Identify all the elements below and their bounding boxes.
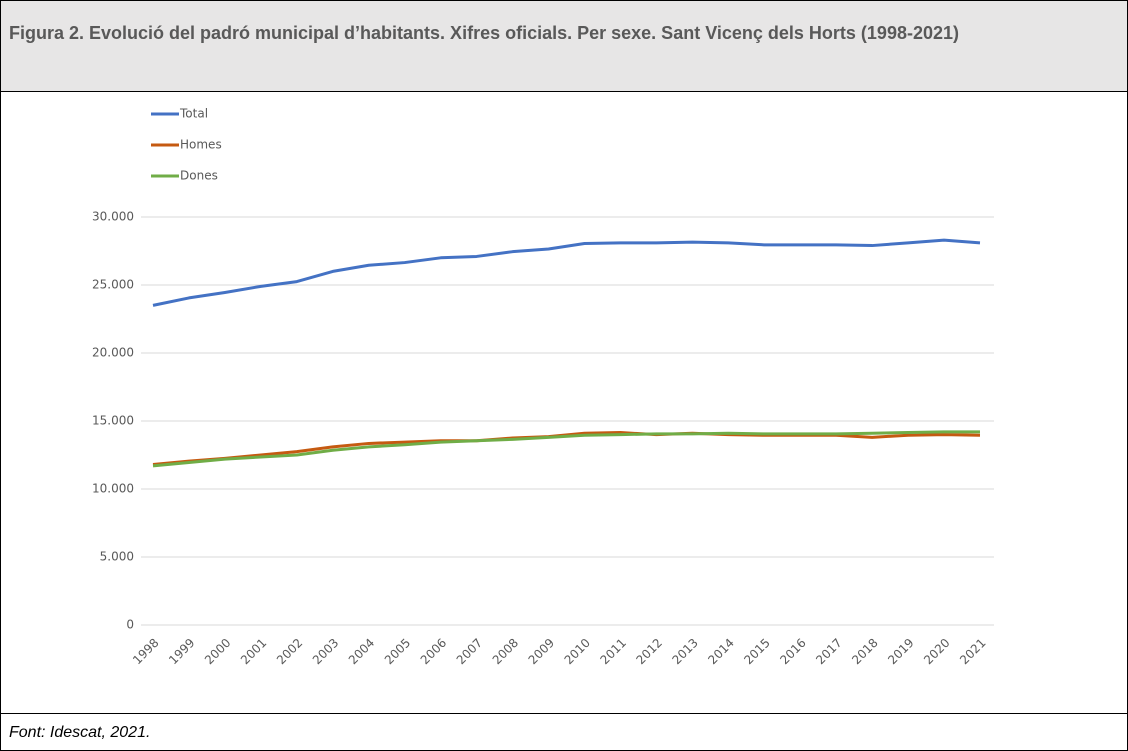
x-tick-label: 2001 xyxy=(238,636,269,667)
footer: Font: Idescat, 2021. xyxy=(1,713,1127,750)
x-tick-label: 2014 xyxy=(705,636,736,667)
x-tick-label: 2015 xyxy=(741,636,772,667)
x-tick-label: 2003 xyxy=(310,636,341,667)
x-tick-label: 2006 xyxy=(418,636,449,667)
x-tick-label: 2021 xyxy=(957,636,988,667)
x-tick-label: 2018 xyxy=(849,636,880,667)
x-tick-label: 2000 xyxy=(202,636,233,667)
y-tick-label: 30.000 xyxy=(92,210,134,224)
x-tick-label: 2002 xyxy=(274,636,305,667)
source: Font: Idescat, 2021. xyxy=(9,724,151,741)
legend-label: Dones xyxy=(180,169,218,183)
x-tick-label: 2004 xyxy=(346,636,377,667)
series-line xyxy=(152,430,980,468)
legend-label: Homes xyxy=(180,138,222,152)
y-tick-label: 0 xyxy=(126,618,134,632)
y-tick-label: 10.000 xyxy=(92,482,134,496)
y-tick-label: 15.000 xyxy=(92,414,134,428)
x-tick-label: 2019 xyxy=(885,636,916,667)
chart-title: Figura 2. Evolució del padró municipal d… xyxy=(9,23,959,43)
x-tick-label: 2012 xyxy=(633,636,664,667)
title-box: Figura 2. Evolució del padró municipal d… xyxy=(1,1,1127,92)
x-tick-label: 2013 xyxy=(669,636,700,667)
x-tick-label: 2008 xyxy=(490,636,521,667)
x-tick-label: 2016 xyxy=(777,636,808,667)
x-tick-label: 2005 xyxy=(382,636,413,667)
x-tick-label: 2007 xyxy=(454,636,485,667)
y-tick-label: 5.000 xyxy=(100,550,134,564)
series-line xyxy=(152,238,981,307)
x-tick-label: 2017 xyxy=(813,636,844,667)
y-tick-label: 25.000 xyxy=(92,278,134,292)
x-tick-label: 2010 xyxy=(562,636,593,667)
x-tick-label: 1999 xyxy=(166,636,197,667)
y-tick-label: 20.000 xyxy=(92,346,134,360)
x-tick-label: 2009 xyxy=(526,636,557,667)
legend-label: Total xyxy=(179,107,208,121)
x-tick-label: 1998 xyxy=(130,636,161,667)
x-tick-label: 2011 xyxy=(598,636,629,667)
x-tick-label: 2020 xyxy=(921,636,952,667)
